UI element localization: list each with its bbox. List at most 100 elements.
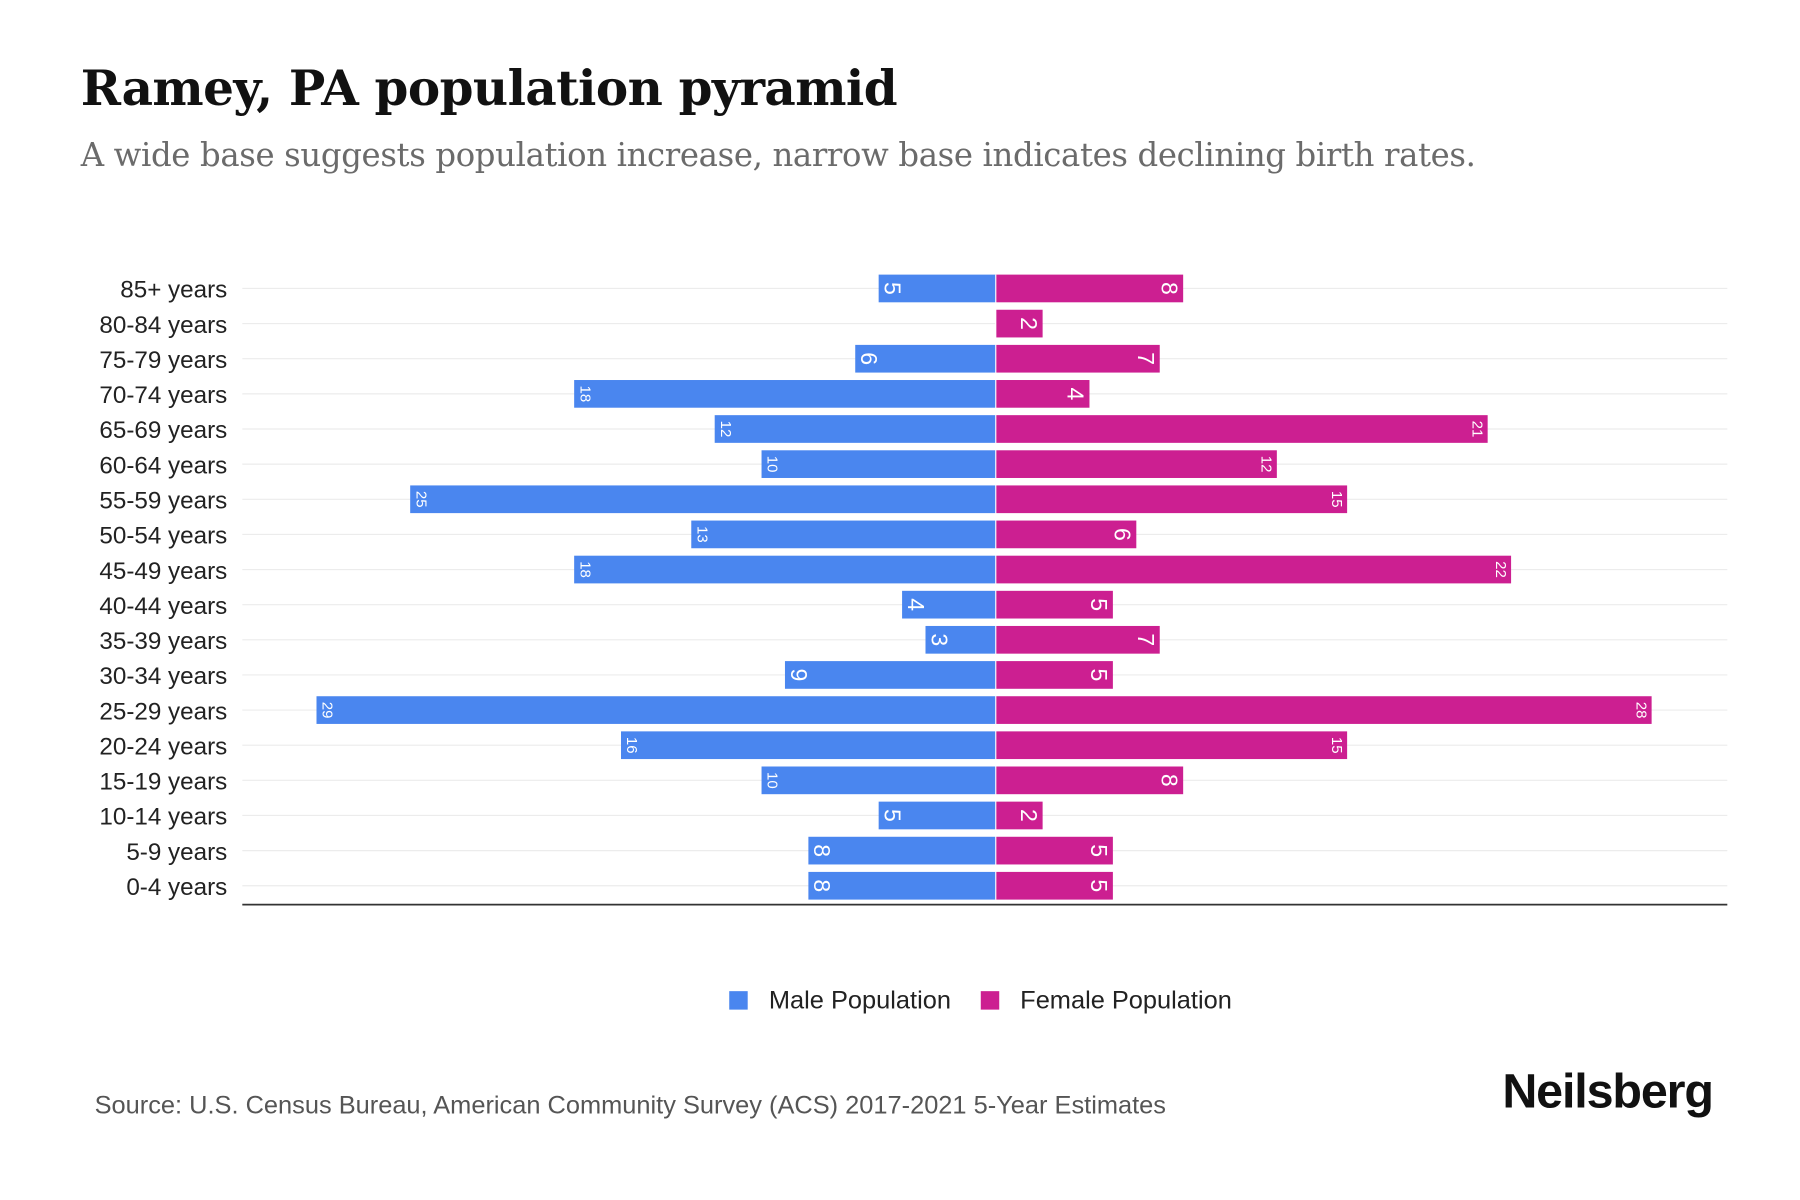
male-value-label: 25: [412, 491, 429, 508]
legend-male[interactable]: Male Population: [729, 985, 951, 1015]
female-bar: [995, 380, 1090, 408]
age-label: 0-4 years: [126, 874, 227, 901]
legend: Male Population Female Population: [0, 985, 1800, 1015]
female-bar: [995, 766, 1184, 795]
male-bar: [878, 274, 996, 303]
age-label: 45-49 years: [99, 558, 227, 585]
male-bar: [902, 590, 996, 619]
male-bar: [878, 801, 996, 830]
male-bar: [761, 450, 996, 478]
chart-subtitle: A wide base suggests population increase…: [80, 136, 1476, 175]
age-label: 55-59 years: [99, 488, 227, 515]
male-value-label: 5: [880, 809, 906, 822]
age-label: 5-9 years: [126, 839, 227, 866]
male-value-label: 5: [880, 282, 906, 295]
female-value-label: 2: [1016, 809, 1042, 822]
male-value-label: 4: [903, 598, 929, 611]
legend-female[interactable]: Female Population: [980, 985, 1232, 1015]
female-value-label: 2: [1016, 317, 1042, 330]
female-bar: [995, 731, 1348, 760]
female-value-label: 21: [1469, 421, 1486, 438]
age-label: 20-24 years: [99, 733, 227, 760]
female-value-label: 6: [1109, 528, 1135, 541]
male-bar: [808, 871, 996, 900]
male-bar: [316, 696, 996, 724]
female-bar: [995, 450, 1277, 478]
pyramid-chart: 85+ years 5 8 80-84 years 2 75-79 years 6 7 70-7…: [99, 274, 1728, 906]
female-bar: [995, 625, 1160, 654]
male-bar: [691, 520, 996, 549]
neilsberg-logo: Neilsberg: [1502, 1063, 1714, 1119]
legend-male-label: Male Population: [768, 985, 951, 1015]
female-bar: [995, 415, 1488, 443]
age-label: 15-19 years: [99, 769, 227, 796]
age-label: 10-14 years: [99, 804, 227, 831]
female-swatch: [980, 991, 1000, 1010]
age-label: 30-34 years: [99, 663, 227, 690]
male-swatch: [729, 991, 749, 1010]
age-label: 75-79 years: [99, 347, 227, 374]
age-label: 35-39 years: [99, 628, 227, 655]
female-bar: [995, 555, 1512, 584]
female-bar: [995, 309, 1043, 338]
male-value-label: 12: [717, 421, 734, 438]
age-label: 60-64 years: [99, 452, 227, 479]
male-bar: [574, 555, 996, 584]
male-bar: [714, 415, 996, 443]
age-label: 85+ years: [120, 277, 227, 304]
male-value-label: 6: [856, 352, 882, 365]
male-bar: [621, 731, 996, 760]
female-value-label: 28: [1633, 702, 1650, 719]
female-bar: [995, 274, 1184, 303]
chart-title: Ramey, PA population pyramid: [80, 60, 898, 117]
male-bar: [784, 661, 996, 689]
male-bar: [761, 766, 996, 795]
male-bar: [855, 344, 996, 373]
female-bar: [995, 590, 1113, 619]
male-value-label: 18: [576, 386, 593, 403]
female-value-label: 8: [1156, 282, 1182, 295]
male-value-label: 10: [764, 772, 781, 789]
male-value-label: 29: [319, 702, 336, 719]
male-value-label: 8: [809, 879, 835, 892]
female-bar: [995, 661, 1113, 689]
male-value-label: 16: [623, 737, 640, 754]
female-value-label: 8: [1156, 774, 1182, 787]
male-value-label: 13: [693, 526, 710, 543]
age-label: 25-29 years: [99, 698, 227, 725]
male-value-label: 18: [576, 561, 593, 578]
female-value-label: 15: [1328, 737, 1345, 754]
legend-female-label: Female Population: [1020, 985, 1232, 1015]
female-bar: [995, 696, 1652, 724]
female-value-label: 7: [1133, 352, 1159, 365]
female-bar: [995, 485, 1348, 514]
female-value-label: 22: [1492, 561, 1509, 578]
male-value-label: 8: [809, 844, 835, 857]
male-bar: [808, 836, 996, 865]
female-value-label: 7: [1133, 633, 1159, 646]
age-label: 65-69 years: [99, 417, 227, 444]
source-note: Source: U.S. Census Bureau, American Com…: [94, 1090, 1166, 1120]
female-value-label: 5: [1086, 844, 1112, 857]
male-value-label: 3: [926, 633, 952, 646]
age-label: 40-44 years: [99, 593, 227, 620]
female-value-label: 4: [1063, 387, 1089, 400]
female-bar: [995, 520, 1137, 549]
female-value-label: 5: [1086, 669, 1112, 682]
male-bar: [410, 485, 996, 514]
male-value-label: 10: [764, 456, 781, 473]
female-value-label: 5: [1086, 879, 1112, 892]
female-bar: [995, 871, 1113, 900]
male-value-label: 9: [786, 669, 812, 682]
male-bar: [925, 625, 996, 654]
female-bar: [995, 344, 1160, 373]
female-value-label: 5: [1086, 598, 1112, 611]
age-label: 80-84 years: [99, 312, 227, 339]
female-value-label: 15: [1328, 491, 1345, 508]
female-bar: [995, 801, 1043, 830]
female-value-label: 12: [1258, 456, 1275, 473]
age-label: 70-74 years: [99, 382, 227, 409]
age-label: 50-54 years: [99, 523, 227, 550]
female-bar: [995, 836, 1113, 865]
